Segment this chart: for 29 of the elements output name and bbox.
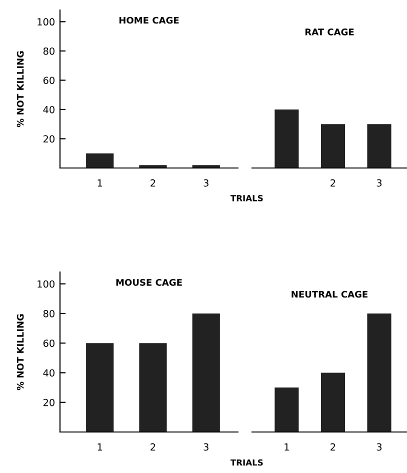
y-axis-title: % NOT KILLING bbox=[16, 314, 24, 390]
x-tick-label: 1 bbox=[284, 443, 289, 450]
y-tick-label: 20 bbox=[43, 135, 54, 143]
y-tick-label: 40 bbox=[43, 369, 54, 377]
y-tick-label: 60 bbox=[43, 340, 54, 347]
y-tick-label: 100 bbox=[38, 18, 54, 26]
text: RAT CAGE bbox=[305, 28, 354, 36]
x-tick-label: 3 bbox=[204, 443, 208, 451]
y-tick-label: 20 bbox=[43, 398, 54, 406]
x-tick-label: 3 bbox=[376, 179, 382, 187]
x-tick-label: 2 bbox=[150, 443, 156, 450]
y-tick-label: 100 bbox=[38, 280, 54, 288]
x-tick-label: 3 bbox=[204, 179, 208, 187]
y-tick-label: 80 bbox=[43, 310, 54, 318]
x-tick-label: 3 bbox=[376, 443, 382, 451]
text: HOME CAGE bbox=[119, 16, 179, 24]
x-tick-label: 1 bbox=[98, 443, 102, 450]
text: NEUTRAL CAGE bbox=[292, 290, 368, 298]
x-tick-label: 2 bbox=[150, 179, 156, 186]
y-tick-label: 80 bbox=[43, 47, 54, 55]
x-tick-label: 1 bbox=[98, 179, 102, 186]
x-axis-title: TRIALS bbox=[230, 195, 263, 202]
x-tick-label: 2 bbox=[330, 179, 336, 186]
text: MOUSE CAGE bbox=[116, 278, 182, 286]
x-tick-label: 2 bbox=[330, 443, 336, 450]
y-axis-title: % NOT KILLING bbox=[16, 51, 24, 128]
y-tick-label: 40 bbox=[43, 106, 54, 114]
x-axis-title: TRIALS bbox=[230, 459, 263, 466]
y-tick-label: 60 bbox=[43, 76, 54, 84]
